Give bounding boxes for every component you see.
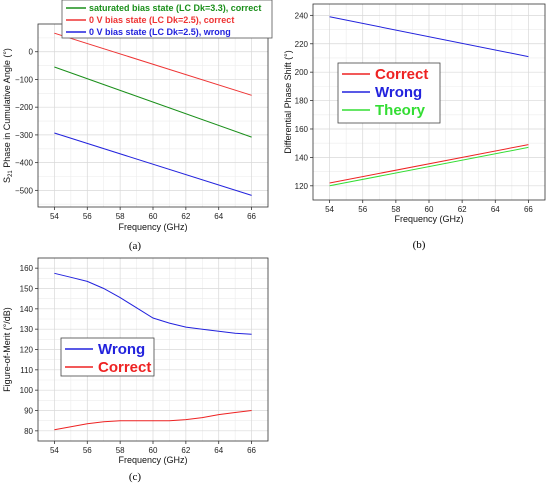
x-tick-label: 66 (247, 212, 256, 221)
x-tick-label: 56 (358, 205, 367, 214)
x-tick-label: 54 (50, 212, 59, 221)
y-tick-label: 160 (295, 125, 309, 134)
x-tick-label: 62 (181, 212, 190, 221)
y-tick-label: −400 (15, 159, 34, 168)
y-tick-label: 180 (295, 97, 309, 106)
legend-box (337, 62, 441, 124)
x-tick-label: 56 (83, 446, 92, 455)
chart-panel-c: 54 56 58 60 62 64 66 80 90 100 110 120 130 140 150 160 F… (2, 257, 269, 483)
y-tick-label: 130 (20, 325, 34, 334)
y-tick-label: 200 (295, 68, 309, 77)
legend-label-2: Wrong (375, 84, 422, 101)
y-axis-label: Differential Phase Shift (°) (283, 50, 293, 153)
x-tick-label: 58 (116, 212, 125, 221)
y-tick-label: 240 (295, 11, 309, 20)
x-axis-label: Frequency (GHz) (394, 214, 463, 224)
y-tick-label: 160 (20, 264, 34, 273)
y-tick-label: −100 (15, 75, 34, 84)
y-tick-label: −300 (15, 131, 34, 140)
y-tick-label: −200 (15, 103, 34, 112)
x-tick-label: 60 (149, 446, 158, 455)
panel-caption: (c) (129, 471, 142, 483)
y-tick-label: 140 (295, 153, 309, 162)
x-tick-label: 64 (214, 212, 223, 221)
chart-panel-b: 54 56 58 60 62 64 66 120 140 160 180 200 220 240 Frequ… (283, 3, 546, 251)
x-tick-label: 66 (524, 205, 533, 214)
legend-label-1: Wrong (98, 341, 145, 358)
x-tick-label: 64 (491, 205, 500, 214)
legend-label-2: Correct (98, 359, 151, 376)
legend-box (60, 337, 155, 377)
y-tick-label: 80 (24, 427, 33, 436)
x-axis-label: Frequency (GHz) (118, 455, 187, 465)
x-tick-label: 58 (391, 205, 400, 214)
y-axis-label-rest: Phase in Cumulative Angle (°) (2, 48, 12, 170)
y-tick-label: 120 (295, 182, 309, 191)
legend-label-3: 0 V bias state (LC Dk=2.5), wrong (89, 27, 231, 37)
y-tick-label: 220 (295, 40, 309, 49)
x-tick-label: 58 (116, 446, 125, 455)
x-tick-label: 54 (50, 446, 59, 455)
x-tick-label: 62 (458, 205, 467, 214)
x-tick-label: 56 (83, 212, 92, 221)
legend-label-1: Correct (375, 66, 428, 83)
x-tick-label: 54 (325, 205, 334, 214)
y-tick-label: 150 (20, 285, 34, 294)
y-tick-label: 120 (20, 346, 34, 355)
x-tick-label: 60 (149, 212, 158, 221)
panel-caption: (a) (129, 240, 142, 252)
series-line-2 (54, 32, 252, 96)
y-tick-label: 90 (24, 407, 33, 416)
chart-panel-a: 54 56 58 60 62 64 66 −500 −400 −300 −200 −100 0 Frequ… (2, 0, 273, 252)
legend-box (61, 0, 273, 39)
y-axis-label: S21 Phase in Cumulative Angle (°) (2, 48, 14, 183)
y-tick-label: 140 (20, 305, 34, 314)
y-tick-label: −500 (15, 186, 34, 195)
series-line-2 (329, 16, 529, 58)
x-tick-label: 66 (247, 446, 256, 455)
x-tick-label: 64 (214, 446, 223, 455)
legend-label-1: saturated bias state (LC Dk=3.3), correc… (89, 3, 261, 13)
x-tick-label: 60 (425, 205, 434, 214)
series-line-2 (54, 410, 252, 431)
y-tick-label: 110 (20, 366, 33, 375)
series-line-3 (54, 132, 252, 196)
y-axis-label: Figure-of-Merit (°/dB) (2, 307, 12, 392)
legend-label-3: Theory (375, 102, 426, 119)
y-axis-label-main: S (2, 177, 12, 183)
x-tick-label: 62 (181, 446, 190, 455)
y-tick-label: 100 (20, 386, 34, 395)
y-axis-label-subscript: 21 (8, 170, 14, 177)
series-line-3 (329, 146, 529, 187)
panel-caption: (b) (413, 239, 426, 251)
series-line-1 (329, 144, 529, 184)
series-line-1 (54, 272, 252, 335)
x-axis-label: Frequency (GHz) (118, 222, 187, 232)
y-tick-label: 0 (29, 48, 34, 57)
series-line-1 (54, 66, 252, 138)
legend-label-2: 0 V bias state (LC Dk=2.5), correct (89, 15, 234, 25)
